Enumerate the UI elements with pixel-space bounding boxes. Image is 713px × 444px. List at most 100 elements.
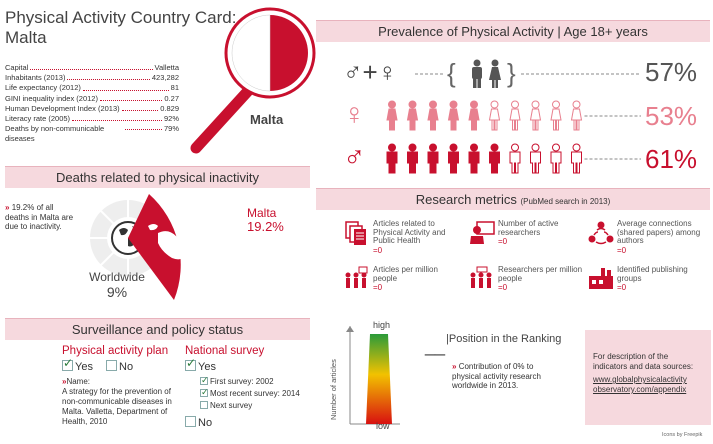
male-person-icon [571, 143, 582, 174]
metric-item: Identified publishing groups =0 [587, 265, 709, 297]
survey-no: No [185, 416, 212, 429]
fact-label: GINI inequality index (2012) [5, 93, 98, 103]
female-pct: 53% [645, 101, 698, 131]
male-person-icon [448, 143, 459, 174]
country-facts: Capital Valletta Inhabitants (2013) 423,282… [5, 63, 179, 145]
plan-options: Yes No [62, 356, 133, 373]
researcher-icon [468, 220, 498, 251]
metric-item: Articles per million people =0 [343, 265, 465, 297]
first-survey-checkbox[interactable] [200, 374, 209, 386]
next-survey-checkbox[interactable] [200, 401, 208, 409]
survey-yes: Yes [185, 356, 216, 373]
card-title: Physical Activity Country Card: Malta [5, 8, 237, 47]
svg-text:{: { [447, 58, 456, 88]
malta-map-icon [148, 224, 188, 260]
fact-value: 79% [163, 124, 179, 134]
female-person-icon [570, 100, 583, 131]
survey-yes-checkbox[interactable] [185, 356, 196, 371]
fact-value: 423,282 [151, 73, 179, 83]
both-sexes-symbol: ♂+♀ [343, 57, 398, 87]
both-sexes-row: { } [415, 58, 641, 88]
fact-label: Deaths by non-communicable diseases [5, 124, 105, 144]
male-person-icon [386, 143, 398, 174]
female-row [386, 100, 641, 131]
metric-label: Number of active researchers [498, 219, 559, 237]
metric-value: =0 [498, 237, 508, 246]
male-person-icon [407, 143, 418, 174]
female-person-icon [447, 100, 460, 131]
female-person-icon [488, 100, 501, 131]
plan-title: Physical activity plan [62, 345, 169, 357]
fact-row: Capital Valletta [5, 63, 179, 73]
articles-icon [343, 220, 373, 255]
low-label: low [376, 421, 390, 431]
survey-title: National survey [185, 345, 265, 357]
female-symbol: ♀ [343, 98, 366, 131]
metric-label: Average connections (shared papers) amon… [617, 219, 701, 245]
fact-label: Inhabitants (2013) [5, 73, 66, 83]
metrics-grid: Articles related to Physical Activity an… [343, 219, 711, 310]
info-box: For description of the indicators and da… [585, 330, 711, 425]
icon-credit: Icons by Freepik [662, 432, 703, 438]
metric-value: =0 [373, 245, 383, 255]
female-person-icon [386, 100, 398, 131]
male-pct: 61% [645, 144, 698, 174]
fact-label: Human Development Index (2013) [5, 103, 120, 113]
male-person-icon [530, 143, 541, 174]
survey-no-checkbox[interactable] [185, 416, 196, 427]
metric-item: Researchers per million people =0 [468, 265, 590, 297]
fact-row: Life expectancy (2012) 81 [5, 83, 179, 93]
female-person-icon [468, 100, 480, 131]
plan-name: »Name: A strategy for the prevention of … [62, 377, 172, 426]
people-articles-icon [343, 266, 373, 297]
fact-value: 0.829 [160, 103, 179, 113]
deaths-pie [90, 194, 188, 300]
plan-no-checkbox[interactable] [106, 360, 118, 371]
ranking-chart [346, 326, 400, 425]
fact-value: 0.27 [164, 93, 179, 103]
fact-row: Literacy rate (2005) 92% [5, 114, 179, 124]
male-person-icon [550, 143, 562, 174]
male-person-icon [427, 143, 439, 174]
deaths-country: Malta 19.2% [247, 206, 284, 234]
deaths-worldwide: Worldwide 9% [89, 270, 145, 300]
metric-label: Researchers per million people [498, 265, 583, 283]
male-figure-icon [472, 59, 482, 88]
appendix-link[interactable]: www.globalphysicalactivity observatory.c… [593, 375, 687, 394]
fact-label: Capital [5, 63, 29, 72]
recent-survey-checkbox[interactable] [200, 386, 209, 398]
male-person-icon [509, 143, 521, 174]
ranking-title: |Position in the Ranking [446, 333, 562, 345]
fact-row: Inhabitants (2013) 423,282 [5, 73, 179, 83]
survey-details: First survey: 2002 Most recent survey: 2… [200, 374, 300, 412]
male-row [386, 143, 641, 174]
contribution-note: » Contribution of 0% to physical activit… [452, 362, 541, 390]
fact-row: Deaths by non-communicable diseases 79% [5, 124, 179, 144]
fact-value: 81 [170, 83, 179, 93]
plan-yes-checkbox[interactable] [62, 356, 73, 371]
female-person-icon [406, 100, 419, 131]
metric-value: =0 [498, 283, 508, 292]
deaths-heading: Deaths related to physical inactivity [5, 166, 310, 188]
male-person-icon [489, 143, 500, 174]
metric-value: =0 [373, 283, 383, 292]
fact-row: Human Development Index (2013) 0.829 [5, 104, 179, 114]
network-icon [587, 220, 617, 255]
metric-item: Articles related to Physical Activity an… [343, 219, 465, 255]
metric-label: Articles related to Physical Activity an… [373, 219, 446, 245]
fact-label: Life expectancy (2012) [5, 83, 81, 93]
factory-icon [587, 266, 617, 297]
prevalence-heading: Prevalence of Physical Activity | Age 18… [316, 20, 710, 42]
metric-value: =0 [617, 283, 627, 292]
ranking-position: __ [425, 336, 446, 356]
high-label: high [373, 320, 391, 330]
male-symbol: ♂ [343, 141, 366, 174]
metric-label: Identified publishing groups [617, 265, 688, 283]
female-person-icon [509, 100, 521, 131]
female-person-icon [550, 100, 562, 131]
metric-item: Average connections (shared papers) amon… [587, 219, 709, 255]
axis-label: Number of articles [329, 359, 338, 420]
people-researchers-icon [468, 266, 498, 297]
both-sexes-pct: 57% [645, 57, 698, 87]
deaths-note: » 19.2% of all deaths in Malta are due t… [5, 203, 74, 231]
